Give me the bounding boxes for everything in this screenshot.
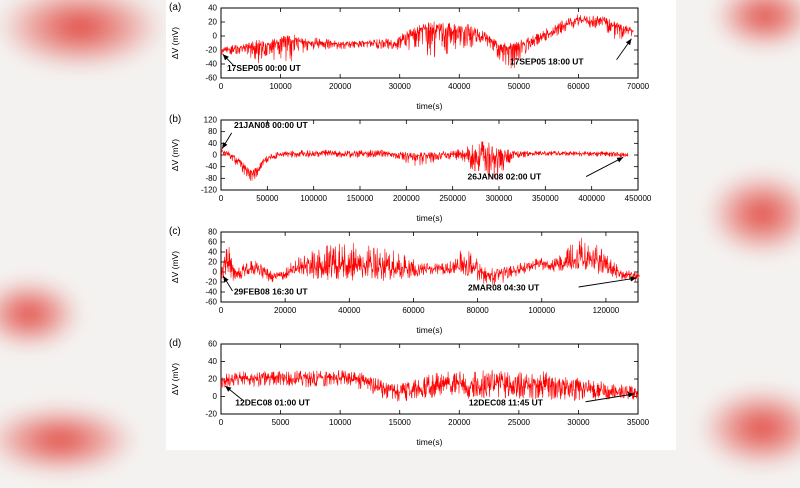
svg-text:20: 20 bbox=[208, 375, 217, 384]
svg-text:60000: 60000 bbox=[402, 306, 425, 315]
svg-text:5000: 5000 bbox=[272, 418, 290, 427]
svg-text:29FEB08 16:30 UT: 29FEB08 16:30 UT bbox=[234, 287, 309, 297]
svg-text:15000: 15000 bbox=[389, 418, 412, 427]
svg-text:time(s): time(s) bbox=[417, 101, 443, 111]
panel-c-plot: 0 20000 40000 60000 80000 100000 120000 -60-40-… bbox=[170, 228, 640, 335]
svg-text:350000: 350000 bbox=[532, 194, 559, 203]
svg-text:17SEP05 00:00 UT: 17SEP05 00:00 UT bbox=[227, 63, 302, 73]
svg-text:ΔV (mV): ΔV (mV) bbox=[170, 27, 180, 59]
svg-text:20: 20 bbox=[208, 18, 217, 27]
svg-text:400000: 400000 bbox=[578, 194, 605, 203]
svg-text:10000: 10000 bbox=[269, 82, 292, 91]
svg-text:60: 60 bbox=[208, 340, 217, 349]
svg-text:200000: 200000 bbox=[393, 194, 420, 203]
svg-text:20000: 20000 bbox=[448, 418, 471, 427]
panel-a-plot: 0 10000 20000 30000 40000 50000 60000 70000 -60 -… bbox=[170, 4, 650, 112]
svg-text:25000: 25000 bbox=[508, 418, 531, 427]
red-blob-left-middle bbox=[0, 266, 100, 362]
svg-text:250000: 250000 bbox=[439, 194, 466, 203]
svg-text:0: 0 bbox=[213, 151, 218, 160]
svg-text:35000: 35000 bbox=[627, 418, 650, 427]
svg-text:0: 0 bbox=[219, 306, 224, 315]
svg-text:40: 40 bbox=[208, 357, 217, 366]
svg-text:2MAR08 04:30 UT: 2MAR08 04:30 UT bbox=[468, 283, 540, 293]
svg-text:40: 40 bbox=[208, 4, 217, 13]
svg-text:26JAN08 02:00 UT: 26JAN08 02:00 UT bbox=[467, 172, 542, 182]
svg-text:-20: -20 bbox=[205, 46, 217, 55]
svg-text:21JAN08 00:00 UT: 21JAN08 00:00 UT bbox=[234, 120, 309, 130]
svg-text:-40: -40 bbox=[205, 162, 217, 171]
svg-text:30000: 30000 bbox=[567, 418, 590, 427]
svg-text:12DEC08 11:45 UT: 12DEC08 11:45 UT bbox=[469, 397, 544, 407]
svg-text:50000: 50000 bbox=[256, 194, 279, 203]
svg-text:100000: 100000 bbox=[300, 194, 327, 203]
red-blob-bottom-left bbox=[0, 392, 166, 488]
svg-text:70000: 70000 bbox=[627, 82, 650, 91]
panel-a-label: (a) bbox=[169, 2, 182, 13]
svg-text:0: 0 bbox=[213, 32, 218, 41]
svg-text:0: 0 bbox=[213, 268, 218, 277]
panel-b-plot: 0 50000 100000 150000 200000 250000 300000 3500… bbox=[170, 116, 652, 224]
svg-text:150000: 150000 bbox=[347, 194, 374, 203]
red-blob-bottom-right bbox=[676, 372, 800, 484]
svg-text:-40: -40 bbox=[205, 288, 217, 297]
panel-c-label: (c) bbox=[169, 226, 181, 237]
svg-text:0: 0 bbox=[213, 392, 218, 401]
figure: (a) 0 10000 20000 30000 40000 50000 60000 70000… bbox=[166, 0, 676, 450]
red-blob-top-right bbox=[694, 0, 800, 62]
svg-text:120000: 120000 bbox=[593, 306, 620, 315]
svg-text:60000: 60000 bbox=[567, 82, 590, 91]
svg-text:40000: 40000 bbox=[338, 306, 361, 315]
svg-text:0: 0 bbox=[219, 418, 224, 427]
svg-text:ΔV (mV): ΔV (mV) bbox=[170, 251, 180, 283]
svg-text:12DEC08 01:00 UT: 12DEC08 01:00 UT bbox=[235, 397, 310, 407]
svg-text:-80: -80 bbox=[205, 174, 217, 183]
svg-text:ΔV (mV): ΔV (mV) bbox=[170, 139, 180, 171]
panel-b: (b) 0 50000 100000 150000 200000 250000 300000… bbox=[166, 112, 676, 224]
svg-text:time(s): time(s) bbox=[417, 213, 443, 223]
svg-text:80: 80 bbox=[208, 228, 217, 237]
svg-text:-20: -20 bbox=[205, 410, 217, 419]
svg-text:100000: 100000 bbox=[528, 306, 555, 315]
svg-text:-60: -60 bbox=[205, 298, 217, 307]
svg-text:17SEP05 18:00 UT: 17SEP05 18:00 UT bbox=[510, 57, 585, 67]
panel-a: (a) 0 10000 20000 30000 40000 50000 60000 70000… bbox=[166, 0, 676, 112]
svg-text:-60: -60 bbox=[205, 74, 217, 83]
svg-text:80000: 80000 bbox=[466, 306, 489, 315]
svg-text:time(s): time(s) bbox=[417, 437, 443, 447]
panel-b-label: (b) bbox=[169, 114, 182, 125]
panel-d-label: (d) bbox=[169, 338, 182, 349]
red-blob-right-middle bbox=[686, 156, 800, 272]
svg-text:0: 0 bbox=[219, 194, 224, 203]
svg-text:-120: -120 bbox=[201, 186, 218, 195]
svg-text:120: 120 bbox=[204, 116, 218, 125]
svg-text:20000: 20000 bbox=[329, 82, 352, 91]
svg-text:40000: 40000 bbox=[448, 82, 471, 91]
svg-text:ΔV (mV): ΔV (mV) bbox=[170, 363, 180, 395]
panel-c: (c) 0 20000 40000 60000 80000 100000 120000 -60… bbox=[166, 224, 676, 336]
svg-text:60: 60 bbox=[208, 238, 217, 247]
svg-text:20: 20 bbox=[208, 258, 217, 267]
svg-text:30000: 30000 bbox=[389, 82, 412, 91]
svg-text:50000: 50000 bbox=[508, 82, 531, 91]
svg-text:10000: 10000 bbox=[329, 418, 352, 427]
svg-text:40: 40 bbox=[208, 139, 217, 148]
svg-text:80: 80 bbox=[208, 127, 217, 136]
svg-text:-20: -20 bbox=[205, 278, 217, 287]
svg-text:time(s): time(s) bbox=[417, 325, 443, 335]
panel-d: (d) 0 5000 10000 15000 20000 25000 30000 35000 -… bbox=[166, 336, 676, 448]
svg-text:450000: 450000 bbox=[625, 194, 652, 203]
svg-text:300000: 300000 bbox=[486, 194, 513, 203]
panel-d-plot: 0 5000 10000 15000 20000 25000 30000 35000-2002… bbox=[170, 340, 650, 448]
svg-text:0: 0 bbox=[219, 82, 224, 91]
svg-text:20000: 20000 bbox=[274, 306, 297, 315]
svg-text:-40: -40 bbox=[205, 60, 217, 69]
svg-text:40: 40 bbox=[208, 248, 217, 257]
